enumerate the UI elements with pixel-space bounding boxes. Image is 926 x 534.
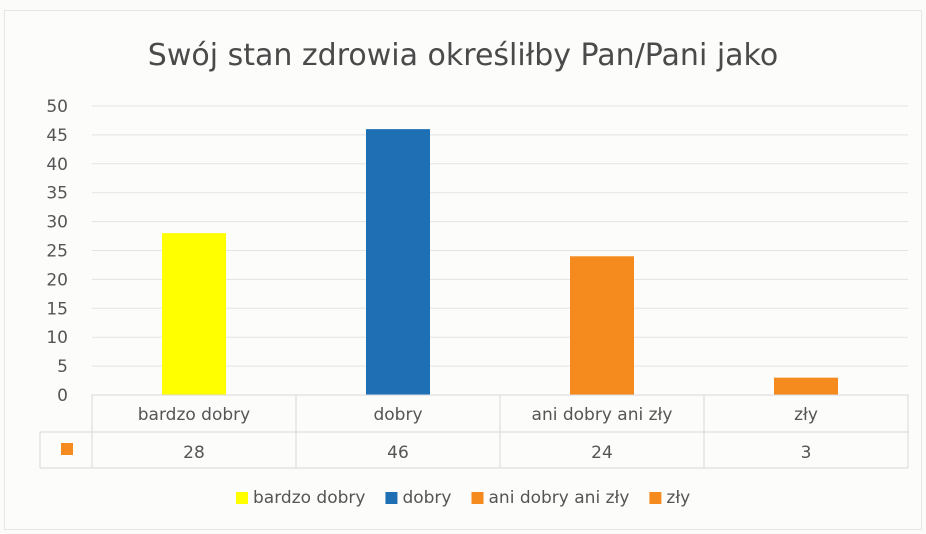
legend-label: bardzo dobry bbox=[253, 488, 365, 508]
y-tick-label: 25 bbox=[46, 242, 68, 262]
bar bbox=[774, 378, 838, 395]
y-tick-label: 10 bbox=[46, 328, 68, 348]
y-tick-label: 15 bbox=[46, 299, 68, 319]
y-tick-label: 40 bbox=[46, 155, 68, 175]
legend-label: ani dobry ani zły bbox=[489, 488, 630, 508]
legend-swatch bbox=[649, 492, 661, 504]
bar bbox=[366, 129, 430, 395]
legend-swatch bbox=[236, 492, 248, 504]
data-value-label: 3 bbox=[801, 443, 812, 463]
y-axis: 0 5 10 15 20 25 30 35 40 45 50 bbox=[46, 97, 68, 406]
legend-swatch bbox=[472, 492, 484, 504]
category-label: bardzo dobry bbox=[138, 405, 250, 425]
y-tick-label: 5 bbox=[57, 357, 68, 377]
data-value-label: 28 bbox=[183, 443, 205, 463]
data-value-label: 24 bbox=[591, 443, 613, 463]
data-table-series-marker bbox=[61, 443, 73, 455]
y-tick-label: 20 bbox=[46, 270, 68, 290]
y-tick-label: 0 bbox=[57, 386, 68, 406]
legend-item: ani dobry ani zły bbox=[472, 488, 630, 508]
data-table: bardzo dobry 28 dobry 46 ani dobry ani zły 24… bbox=[40, 395, 908, 468]
y-tick-label: 30 bbox=[46, 213, 68, 233]
legend-item: bardzo dobry bbox=[236, 488, 365, 508]
y-tick-label: 50 bbox=[46, 97, 68, 117]
bars bbox=[162, 129, 838, 395]
bar bbox=[162, 233, 226, 395]
y-tick-label: 35 bbox=[46, 184, 68, 204]
legend: bardzo dobry dobry ani dobry ani zły zły bbox=[236, 488, 690, 508]
data-value-label: 46 bbox=[387, 443, 409, 463]
bar bbox=[570, 256, 634, 395]
legend-label: zły bbox=[666, 488, 690, 508]
category-label: dobry bbox=[373, 405, 422, 425]
legend-item: dobry bbox=[385, 488, 451, 508]
category-label: zły bbox=[794, 405, 818, 425]
y-tick-label: 45 bbox=[46, 126, 68, 146]
legend-item: zły bbox=[649, 488, 690, 508]
category-label: ani dobry ani zły bbox=[532, 405, 673, 425]
legend-label: dobry bbox=[402, 488, 451, 508]
legend-swatch bbox=[385, 492, 397, 504]
